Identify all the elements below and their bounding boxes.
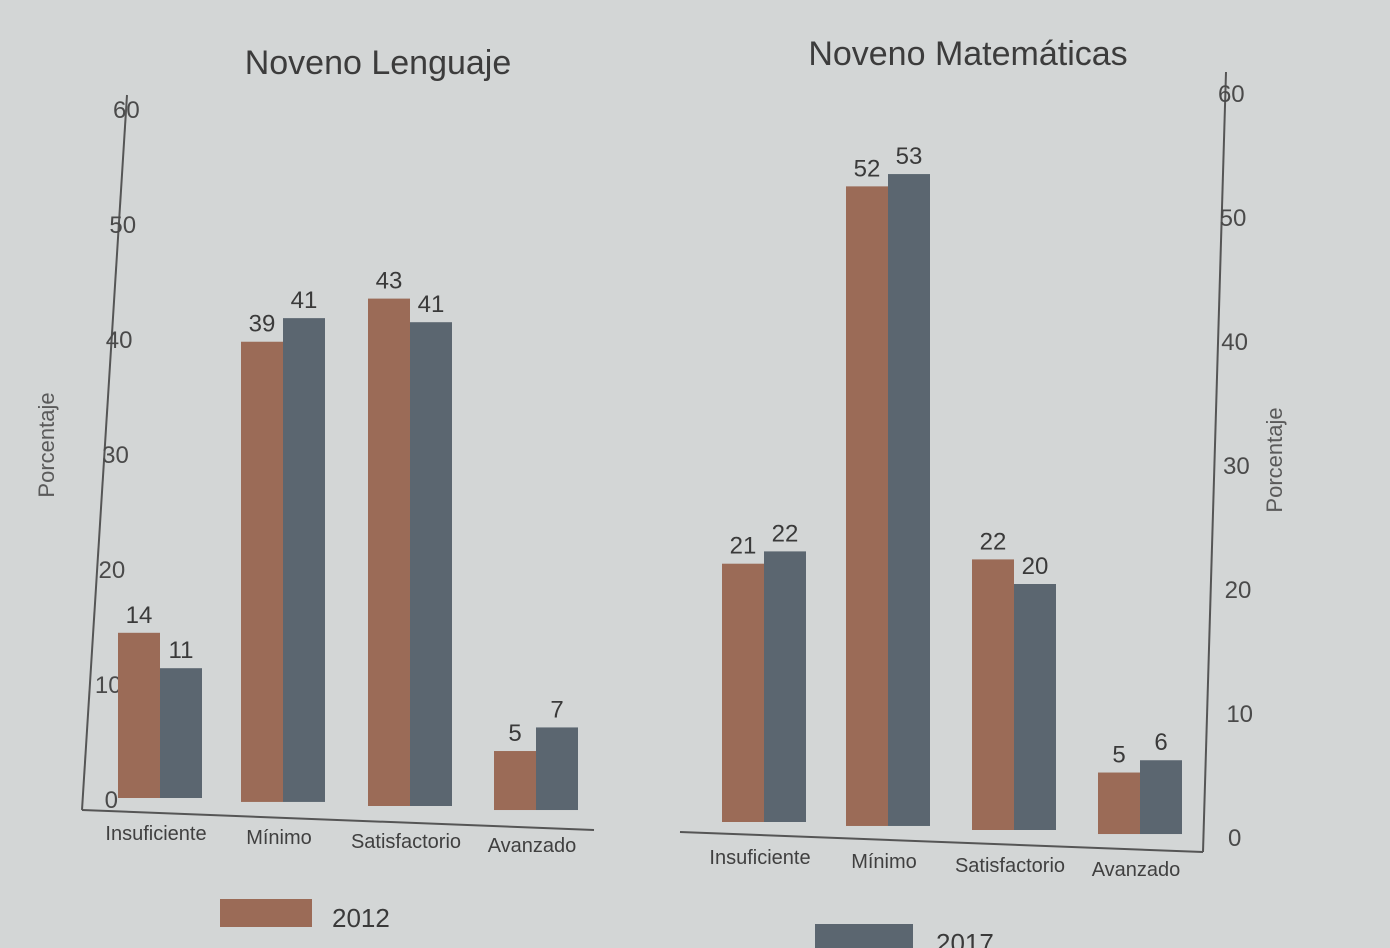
data-label: 6	[1154, 729, 1167, 756]
legend-swatch	[815, 924, 913, 948]
bar-2017	[160, 668, 202, 798]
data-label: 7	[550, 696, 563, 723]
legend-label: 2017	[936, 928, 994, 948]
bar-2012	[1098, 772, 1140, 835]
bar-2012	[118, 632, 160, 798]
bars	[118, 298, 578, 811]
legend-item-2012: 2012	[220, 899, 390, 933]
category-labels: Insuficiente Mínimo Satisfactorio Avanzado	[105, 823, 576, 857]
y-tick-label: 20	[99, 557, 126, 584]
data-labels: 21 22 52 53 22 20 5 6	[730, 143, 1168, 768]
y-axis-line	[1202, 71, 1227, 853]
y-tick-label: 50	[109, 212, 136, 239]
bar-2012	[241, 341, 283, 802]
y-tick-label: 0	[1228, 825, 1241, 852]
data-label: 41	[418, 291, 445, 318]
y-tick-label: 40	[1221, 329, 1248, 356]
data-label: 52	[854, 155, 881, 182]
y-ticks: 0 10 20 30 40 50 60	[95, 97, 140, 814]
bar-2017	[888, 174, 930, 826]
category-label: Mínimo	[851, 851, 917, 873]
bar-2017	[283, 318, 325, 802]
data-label: 39	[249, 311, 276, 338]
x-axis-line	[679, 831, 1204, 853]
bars	[722, 174, 1182, 835]
category-labels: Insuficiente Mínimo Satisfactorio Avanzado	[709, 847, 1180, 881]
data-label: 5	[508, 720, 521, 747]
bar-2012	[972, 559, 1014, 830]
y-tick-label: 10	[95, 672, 122, 699]
data-label: 22	[772, 520, 799, 547]
legend: 2012 2017	[220, 899, 994, 948]
category-label: Insuficiente	[709, 847, 810, 869]
y-tick-label: 30	[102, 442, 129, 469]
y-tick-label: 40	[106, 327, 133, 354]
y-tick-label: 20	[1225, 577, 1252, 604]
chart-title: Noveno Matemáticas	[808, 35, 1127, 73]
bar-2017	[410, 322, 452, 806]
legend-swatch	[220, 899, 312, 927]
y-tick-label: 50	[1220, 205, 1247, 232]
bar-2012	[368, 298, 410, 806]
bar-2012	[846, 186, 888, 826]
x-axis-line	[81, 809, 595, 831]
bar-2012	[494, 751, 536, 811]
bar-2017	[1014, 584, 1056, 830]
y-ticks: 0 10 20 30 40 50 60	[1218, 81, 1253, 852]
category-label: Mínimo	[246, 827, 312, 849]
data-label: 43	[376, 268, 403, 295]
data-label: 5	[1112, 742, 1125, 769]
legend-label: 2012	[332, 903, 390, 933]
y-tick-label: 0	[105, 787, 118, 814]
bar-2017	[1140, 760, 1182, 835]
category-label: Insuficiente	[105, 823, 206, 845]
data-label: 22	[980, 528, 1007, 555]
data-label: 21	[730, 533, 757, 560]
y-tick-label: 60	[1218, 81, 1245, 108]
data-label: 20	[1022, 553, 1049, 580]
data-label: 14	[126, 602, 153, 629]
bar-2017	[764, 551, 806, 822]
category-label: Avanzado	[1092, 859, 1181, 881]
y-axis-label: Porcentaje	[34, 392, 59, 497]
y-tick-label: 10	[1226, 701, 1253, 728]
category-label: Satisfactorio	[351, 831, 461, 853]
legend-item-2017: 2017	[815, 924, 994, 948]
chart-title: Noveno Lenguaje	[245, 44, 512, 82]
data-labels: 14 11 39 41 43 41 5 7	[126, 268, 564, 747]
y-axis-line	[81, 94, 128, 811]
category-label: Avanzado	[488, 835, 577, 857]
data-label: 11	[169, 637, 194, 664]
chart-noveno-lenguaje: Noveno Lenguaje Porcentaje 0 10 20 30 40 50 60…	[34, 44, 595, 857]
bar-2012	[722, 563, 764, 822]
category-label: Satisfactorio	[955, 855, 1065, 877]
data-label: 53	[896, 143, 923, 170]
y-tick-label: 60	[113, 97, 140, 124]
bar-2017	[536, 727, 578, 811]
data-label: 41	[291, 287, 318, 314]
y-axis-label: Porcentaje	[1262, 407, 1287, 512]
chart-noveno-matematicas: Noveno Matemáticas Porcentaje 0 10 20 30 40 5…	[679, 35, 1287, 881]
y-tick-label: 30	[1223, 453, 1250, 480]
